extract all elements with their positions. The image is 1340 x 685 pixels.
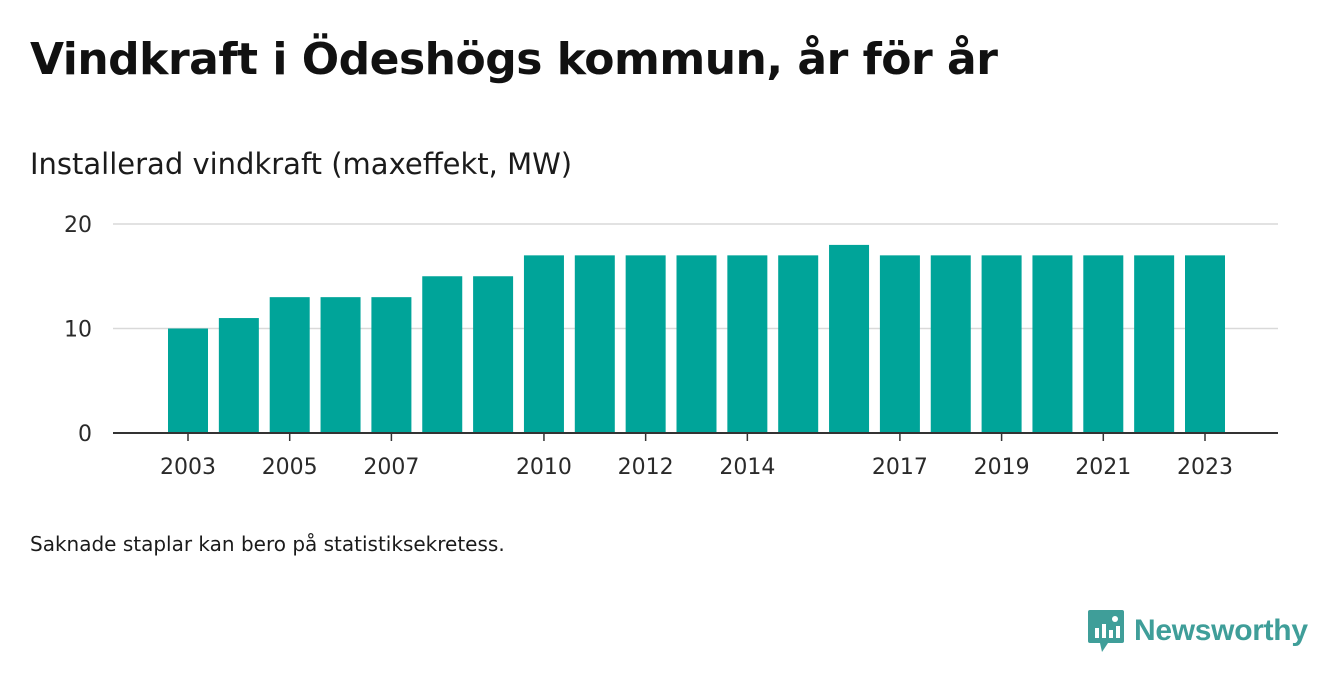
- axis-layer: [113, 432, 1278, 441]
- bar-2022: [1134, 255, 1175, 433]
- x-tick-label: 2005: [262, 455, 318, 480]
- bar-2019: [981, 255, 1022, 433]
- y-tick-label: 10: [64, 318, 92, 343]
- label-layer: 0 10 20 2003 2005 2007 2010 2012 2014 2017 2019 202…: [64, 213, 1233, 480]
- bar-2017: [879, 255, 920, 433]
- x-tick-label: 2010: [516, 455, 572, 480]
- bar-2007: [371, 297, 412, 433]
- brand-logo: Newsworthy: [1088, 610, 1308, 652]
- x-tick-label: 2003: [160, 455, 216, 480]
- x-tick-label: 2017: [872, 455, 928, 480]
- bar-2009: [473, 276, 514, 433]
- x-tick-label: 2019: [974, 455, 1030, 480]
- bar-2021: [1083, 255, 1124, 433]
- bar-layer: [168, 244, 1225, 433]
- y-tick-label: 0: [78, 422, 92, 447]
- chart-title: Vindkraft i Ödeshögs kommun, år för år: [30, 34, 998, 85]
- newsworthy-logo-icon: [1088, 610, 1124, 652]
- bar-2010: [523, 255, 564, 433]
- bar-2004: [218, 318, 259, 433]
- x-tick-label: 2021: [1075, 455, 1131, 480]
- bar-2023: [1185, 255, 1225, 433]
- bar-2014: [727, 255, 768, 433]
- bar-2005: [269, 297, 310, 433]
- x-tick-label: 2014: [719, 455, 775, 480]
- bar-2018: [930, 255, 971, 433]
- bar-2013: [676, 255, 717, 433]
- footnote: Saknade staplar kan bero på statistiksek…: [30, 532, 505, 556]
- x-tick-label: 2012: [618, 455, 674, 480]
- chart-subtitle: Installerad vindkraft (maxeffekt, MW): [30, 147, 573, 181]
- bar-2006: [320, 297, 361, 433]
- bar-2011: [574, 255, 615, 433]
- bar-chart: 0 10 20 2003 2005 2007 2010 2012 2014 2017 2019 202…: [64, 213, 1278, 480]
- bar-2008: [422, 276, 463, 433]
- y-tick-label: 20: [64, 213, 92, 238]
- x-tick-label: 2007: [363, 455, 419, 480]
- bar-2012: [625, 255, 666, 433]
- brand-name: Newsworthy: [1134, 614, 1308, 647]
- bar-2016: [829, 244, 870, 433]
- bar-2003: [168, 328, 208, 433]
- x-tick-label: 2023: [1177, 455, 1233, 480]
- bar-2015: [778, 255, 819, 433]
- bar-2020: [1032, 255, 1073, 433]
